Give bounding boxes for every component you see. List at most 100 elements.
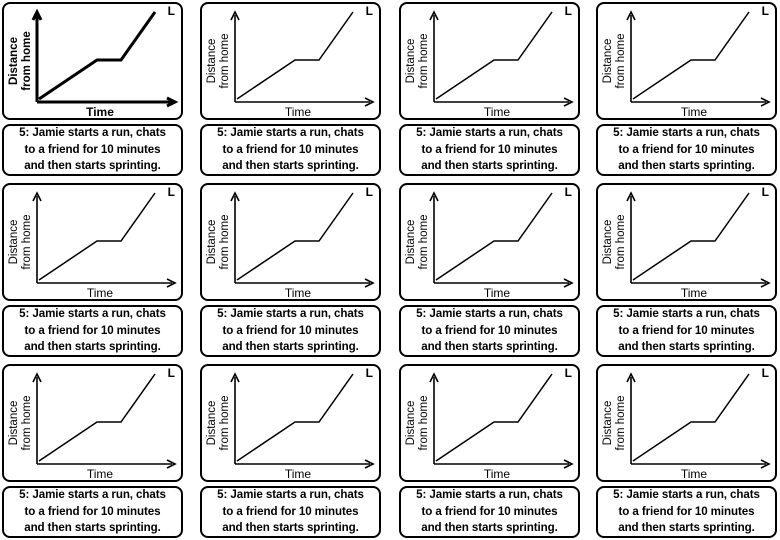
y-axis-arrowhead <box>429 372 439 383</box>
caption-line: 5: Jamie starts a run, chats <box>19 488 166 502</box>
x-axis-label: Time <box>285 105 312 119</box>
caption-text: 5: Jamie starts a run, chats to a friend … <box>19 487 166 537</box>
caption-text: 5: Jamie starts a run, chats to a friend … <box>217 487 364 537</box>
caption-card[interactable]: 5: Jamie starts a run, chats to a friend … <box>399 124 580 176</box>
caption-line: 5: Jamie starts a run, chats <box>416 307 563 321</box>
x-axis-label: Time <box>86 105 114 119</box>
x-axis-arrowhead <box>563 278 574 288</box>
caption-line: to a friend for 10 minutes <box>24 323 161 337</box>
y-axis-label-line2: from home <box>615 215 627 270</box>
distance-time-graph: Time Distance from home L <box>602 4 771 119</box>
caption-text: 5: Jamie starts a run, chats to a friend … <box>19 306 166 356</box>
y-axis-label-line1: Distance <box>405 220 417 265</box>
x-axis-arrowhead <box>364 97 375 107</box>
y-axis-label: Distance from home <box>405 396 430 451</box>
caption-card[interactable]: 5: Jamie starts a run, chats to a friend … <box>2 124 183 176</box>
journey-line <box>435 373 553 462</box>
y-axis-label-line2: from home <box>418 396 430 451</box>
distance-time-graph: Time Distance from home L <box>206 366 375 481</box>
y-axis-label-line2: from home <box>615 34 627 89</box>
x-axis-arrowhead <box>760 278 771 288</box>
graph-card[interactable]: Time Distance from home L <box>2 364 183 482</box>
y-axis-label-line1: Distance <box>602 401 614 446</box>
y-axis-label-line1: Distance <box>8 37 20 85</box>
distance-time-graph: Time Distance from home L <box>405 4 574 119</box>
caption-line: and then starts sprinting. <box>421 521 558 535</box>
caption-line: and then starts sprinting. <box>222 340 359 354</box>
caption-line: and then starts sprinting. <box>618 340 755 354</box>
x-axis-label: Time <box>87 286 114 300</box>
y-axis-label-line2: from home <box>21 31 33 90</box>
caption-line: 5: Jamie starts a run, chats <box>416 126 563 140</box>
graph-card[interactable]: Time Distance from home L <box>596 183 777 301</box>
caption-card[interactable]: 5: Jamie starts a run, chats to a friend … <box>399 305 580 357</box>
y-axis-label: Distance from home <box>8 396 33 451</box>
y-axis-label-line1: Distance <box>405 401 417 446</box>
caption-text: 5: Jamie starts a run, chats to a friend … <box>217 306 364 356</box>
graph-card[interactable]: Time Distance from home L <box>596 364 777 482</box>
y-axis-arrowhead <box>626 191 636 202</box>
caption-card[interactable]: 5: Jamie starts a run, chats to a friend … <box>596 486 777 538</box>
y-axis-label-line1: Distance <box>206 401 218 446</box>
distance-time-graph: Time Distance from home L <box>8 366 177 481</box>
y-axis-label-line1: Distance <box>405 39 417 84</box>
graph-card[interactable]: Time Distance from home L <box>399 2 580 120</box>
corner-tag: L <box>366 366 373 380</box>
graph-card[interactable]: Time Distance from home L <box>200 2 381 120</box>
caption-line: 5: Jamie starts a run, chats <box>217 126 364 140</box>
graph-card[interactable]: Time Distance from home L <box>2 183 183 301</box>
caption-text: 5: Jamie starts a run, chats to a friend … <box>217 125 364 175</box>
x-axis-arrowhead <box>166 459 177 469</box>
caption-text: 5: Jamie starts a run, chats to a friend … <box>416 487 563 537</box>
x-axis-arrowhead <box>166 96 179 108</box>
journey-line <box>38 373 156 462</box>
x-axis-arrowhead <box>364 459 375 469</box>
caption-card[interactable]: 5: Jamie starts a run, chats to a friend … <box>596 124 777 176</box>
y-axis-label-line2: from home <box>219 396 231 451</box>
journey-line <box>236 373 354 462</box>
distance-time-graph: Time Distance from home L <box>405 185 574 300</box>
caption-line: to a friend for 10 minutes <box>222 142 359 156</box>
journey-line <box>236 192 354 281</box>
caption-card[interactable]: 5: Jamie starts a run, chats to a friend … <box>200 305 381 357</box>
caption-line: 5: Jamie starts a run, chats <box>217 307 364 321</box>
y-axis-label: Distance from home <box>602 396 627 451</box>
caption-card[interactable]: 5: Jamie starts a run, chats to a friend … <box>2 305 183 357</box>
x-axis-label: Time <box>681 467 708 481</box>
caption-card[interactable]: 5: Jamie starts a run, chats to a friend … <box>596 305 777 357</box>
caption-line: and then starts sprinting. <box>421 340 558 354</box>
caption-card[interactable]: 5: Jamie starts a run, chats to a friend … <box>399 486 580 538</box>
caption-card[interactable]: 5: Jamie starts a run, chats to a friend … <box>200 486 381 538</box>
y-axis-arrowhead <box>31 8 43 21</box>
y-axis-arrowhead <box>429 191 439 202</box>
corner-tag: L <box>565 185 572 199</box>
graph-card[interactable]: Time Distance from home L <box>596 2 777 120</box>
caption-line: and then starts sprinting. <box>24 159 161 173</box>
caption-card[interactable]: 5: Jamie starts a run, chats to a friend … <box>200 124 381 176</box>
x-axis-label: Time <box>681 105 708 119</box>
y-axis-label-line2: from home <box>219 34 231 89</box>
distance-time-graph: Time Distance from home L <box>405 366 574 481</box>
caption-card[interactable]: 5: Jamie starts a run, chats to a friend … <box>2 486 183 538</box>
graph-card[interactable]: Time Distance from home L <box>399 183 580 301</box>
journey-line <box>236 11 354 100</box>
caption-text: 5: Jamie starts a run, chats to a friend … <box>613 306 760 356</box>
caption-line: and then starts sprinting. <box>618 159 755 173</box>
distance-time-graph: Time Distance from home L <box>206 4 375 119</box>
graph-card[interactable]: Time Distance from home L <box>200 183 381 301</box>
graph-card[interactable]: Time Distance from home L <box>200 364 381 482</box>
graph-card[interactable]: Time Distance from home L <box>2 2 183 120</box>
caption-line: and then starts sprinting. <box>24 340 161 354</box>
caption-line: to a friend for 10 minutes <box>618 142 755 156</box>
caption-line: 5: Jamie starts a run, chats <box>19 126 166 140</box>
caption-text: 5: Jamie starts a run, chats to a friend … <box>416 125 563 175</box>
x-axis-label: Time <box>285 467 312 481</box>
distance-time-graph: Time Distance from home L <box>602 366 771 481</box>
y-axis-arrowhead <box>230 372 240 383</box>
distance-time-graph: Time Distance from home L <box>8 4 179 119</box>
caption-line: 5: Jamie starts a run, chats <box>613 126 760 140</box>
graph-card[interactable]: Time Distance from home L <box>399 364 580 482</box>
corner-tag: L <box>168 4 175 18</box>
y-axis-label: Distance from home <box>602 34 627 89</box>
